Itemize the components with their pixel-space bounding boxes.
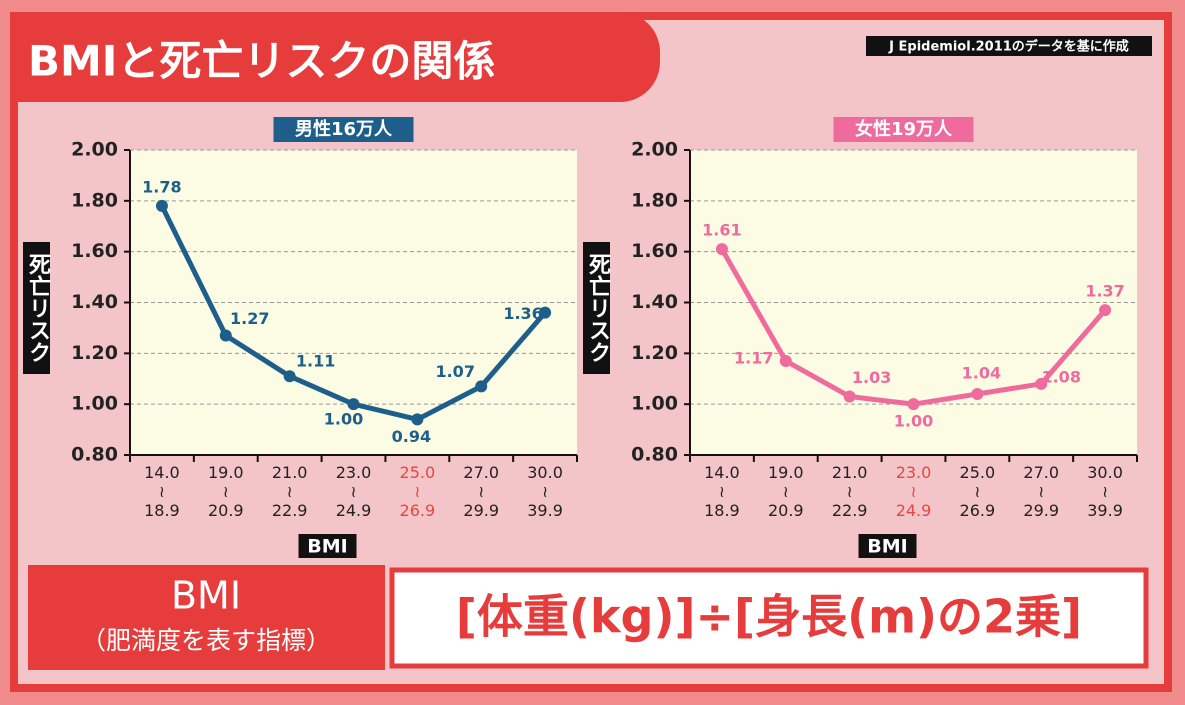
data-label: 1.17	[734, 348, 773, 367]
y-label: 死亡リスク	[585, 253, 611, 363]
source-box	[866, 36, 1152, 56]
data-label: 1.27	[230, 309, 269, 328]
formula: [体重(kg)]÷[身長(m)の2乗]	[456, 590, 1082, 644]
data-label: 1.00	[324, 410, 363, 429]
x-tick-label: 27.0 ≀ 29.9	[1023, 463, 1060, 520]
point	[475, 380, 488, 393]
term: BMI	[171, 574, 241, 618]
y-tick-label: 2.00	[631, 139, 678, 161]
point	[971, 388, 984, 400]
x-tick-label: 23.0 ≀ 24.9	[895, 463, 932, 520]
page-title: BMIと死亡リスクの関係	[28, 37, 495, 86]
point	[843, 390, 856, 403]
x-tick-label: 14.0 ≀ 18.9	[144, 463, 180, 520]
x-label-box	[858, 534, 917, 558]
point	[539, 306, 552, 319]
point	[1099, 304, 1112, 317]
data-label: 1.00	[894, 412, 933, 431]
term-note: （肥満度を表す指標）	[81, 626, 331, 655]
x-tick-label: 19.0 ≀ 20.9	[207, 463, 244, 520]
data-label: 1.78	[142, 177, 181, 196]
chart-title: 女性19万人	[855, 118, 953, 140]
point	[411, 413, 424, 426]
x-tick-label: 14.0 ≀ 18.9	[704, 463, 740, 520]
x-tick-label: 30.0 ≀ 39.9	[527, 463, 563, 520]
y-tick-label: 1.80	[631, 189, 678, 211]
y-tick-label: 1.20	[71, 342, 118, 364]
data-label: 1.04	[962, 364, 1001, 383]
y-tick-label: 1.60	[631, 240, 678, 262]
x-tick-label: 27.0 ≀ 29.9	[463, 463, 500, 520]
point	[907, 398, 920, 411]
source: J Epidemiol.2011のデータを基に作成	[888, 39, 1129, 55]
x-tick-label: 21.0 ≀ 22.9	[271, 463, 308, 520]
y-tick-label: 1.00	[631, 393, 678, 415]
data-label: 1.07	[435, 362, 474, 381]
x-tick-label: 25.0 ≀ 26.9	[959, 463, 996, 520]
x-tick-label: 21.0 ≀ 22.9	[831, 463, 868, 520]
y-tick-label: 0.80	[71, 444, 118, 466]
y-tick-label: 1.40	[631, 291, 678, 313]
point	[347, 398, 360, 411]
data-label: 1.03	[852, 368, 891, 387]
y-tick-label: 1.60	[71, 240, 118, 262]
point	[715, 243, 728, 256]
y-tick-label: 1.00	[71, 393, 118, 415]
y-label: 死亡リスク	[25, 253, 51, 363]
x-tick-label: 25.0 ≀ 26.9	[399, 463, 436, 520]
x-label-box	[298, 534, 357, 558]
y-tick-label: 2.00	[71, 139, 118, 161]
formula-box	[389, 567, 1149, 669]
x-label: BMI	[867, 536, 907, 558]
point	[779, 354, 792, 367]
chart-title: 男性16万人	[295, 118, 393, 140]
data-label: 0.94	[392, 427, 431, 446]
y-tick-label: 1.80	[71, 189, 118, 211]
x-label: BMI	[307, 536, 347, 558]
x-tick-label: 23.0 ≀ 24.9	[335, 463, 372, 520]
title-box	[10, 12, 660, 102]
point	[219, 329, 232, 342]
y-label-box	[583, 242, 610, 374]
point	[283, 370, 296, 383]
data-label: 1.36	[503, 304, 542, 323]
x-tick-label: 30.0 ≀ 39.9	[1087, 463, 1123, 520]
data-label: 1.08	[1041, 367, 1080, 386]
point	[1035, 377, 1048, 390]
y-label-box	[23, 242, 50, 374]
y-tick-label: 0.80	[631, 444, 678, 466]
data-label: 1.11	[296, 352, 335, 371]
point	[155, 199, 168, 212]
data-label: 1.61	[702, 221, 741, 240]
chart-title-box	[273, 117, 414, 142]
y-tick-label: 1.40	[71, 291, 118, 313]
term-box	[28, 565, 385, 670]
data-label: 1.37	[1085, 282, 1124, 301]
x-tick-label: 19.0 ≀ 20.9	[767, 463, 804, 520]
chart-title-box	[833, 117, 974, 142]
y-tick-label: 1.20	[631, 342, 678, 364]
